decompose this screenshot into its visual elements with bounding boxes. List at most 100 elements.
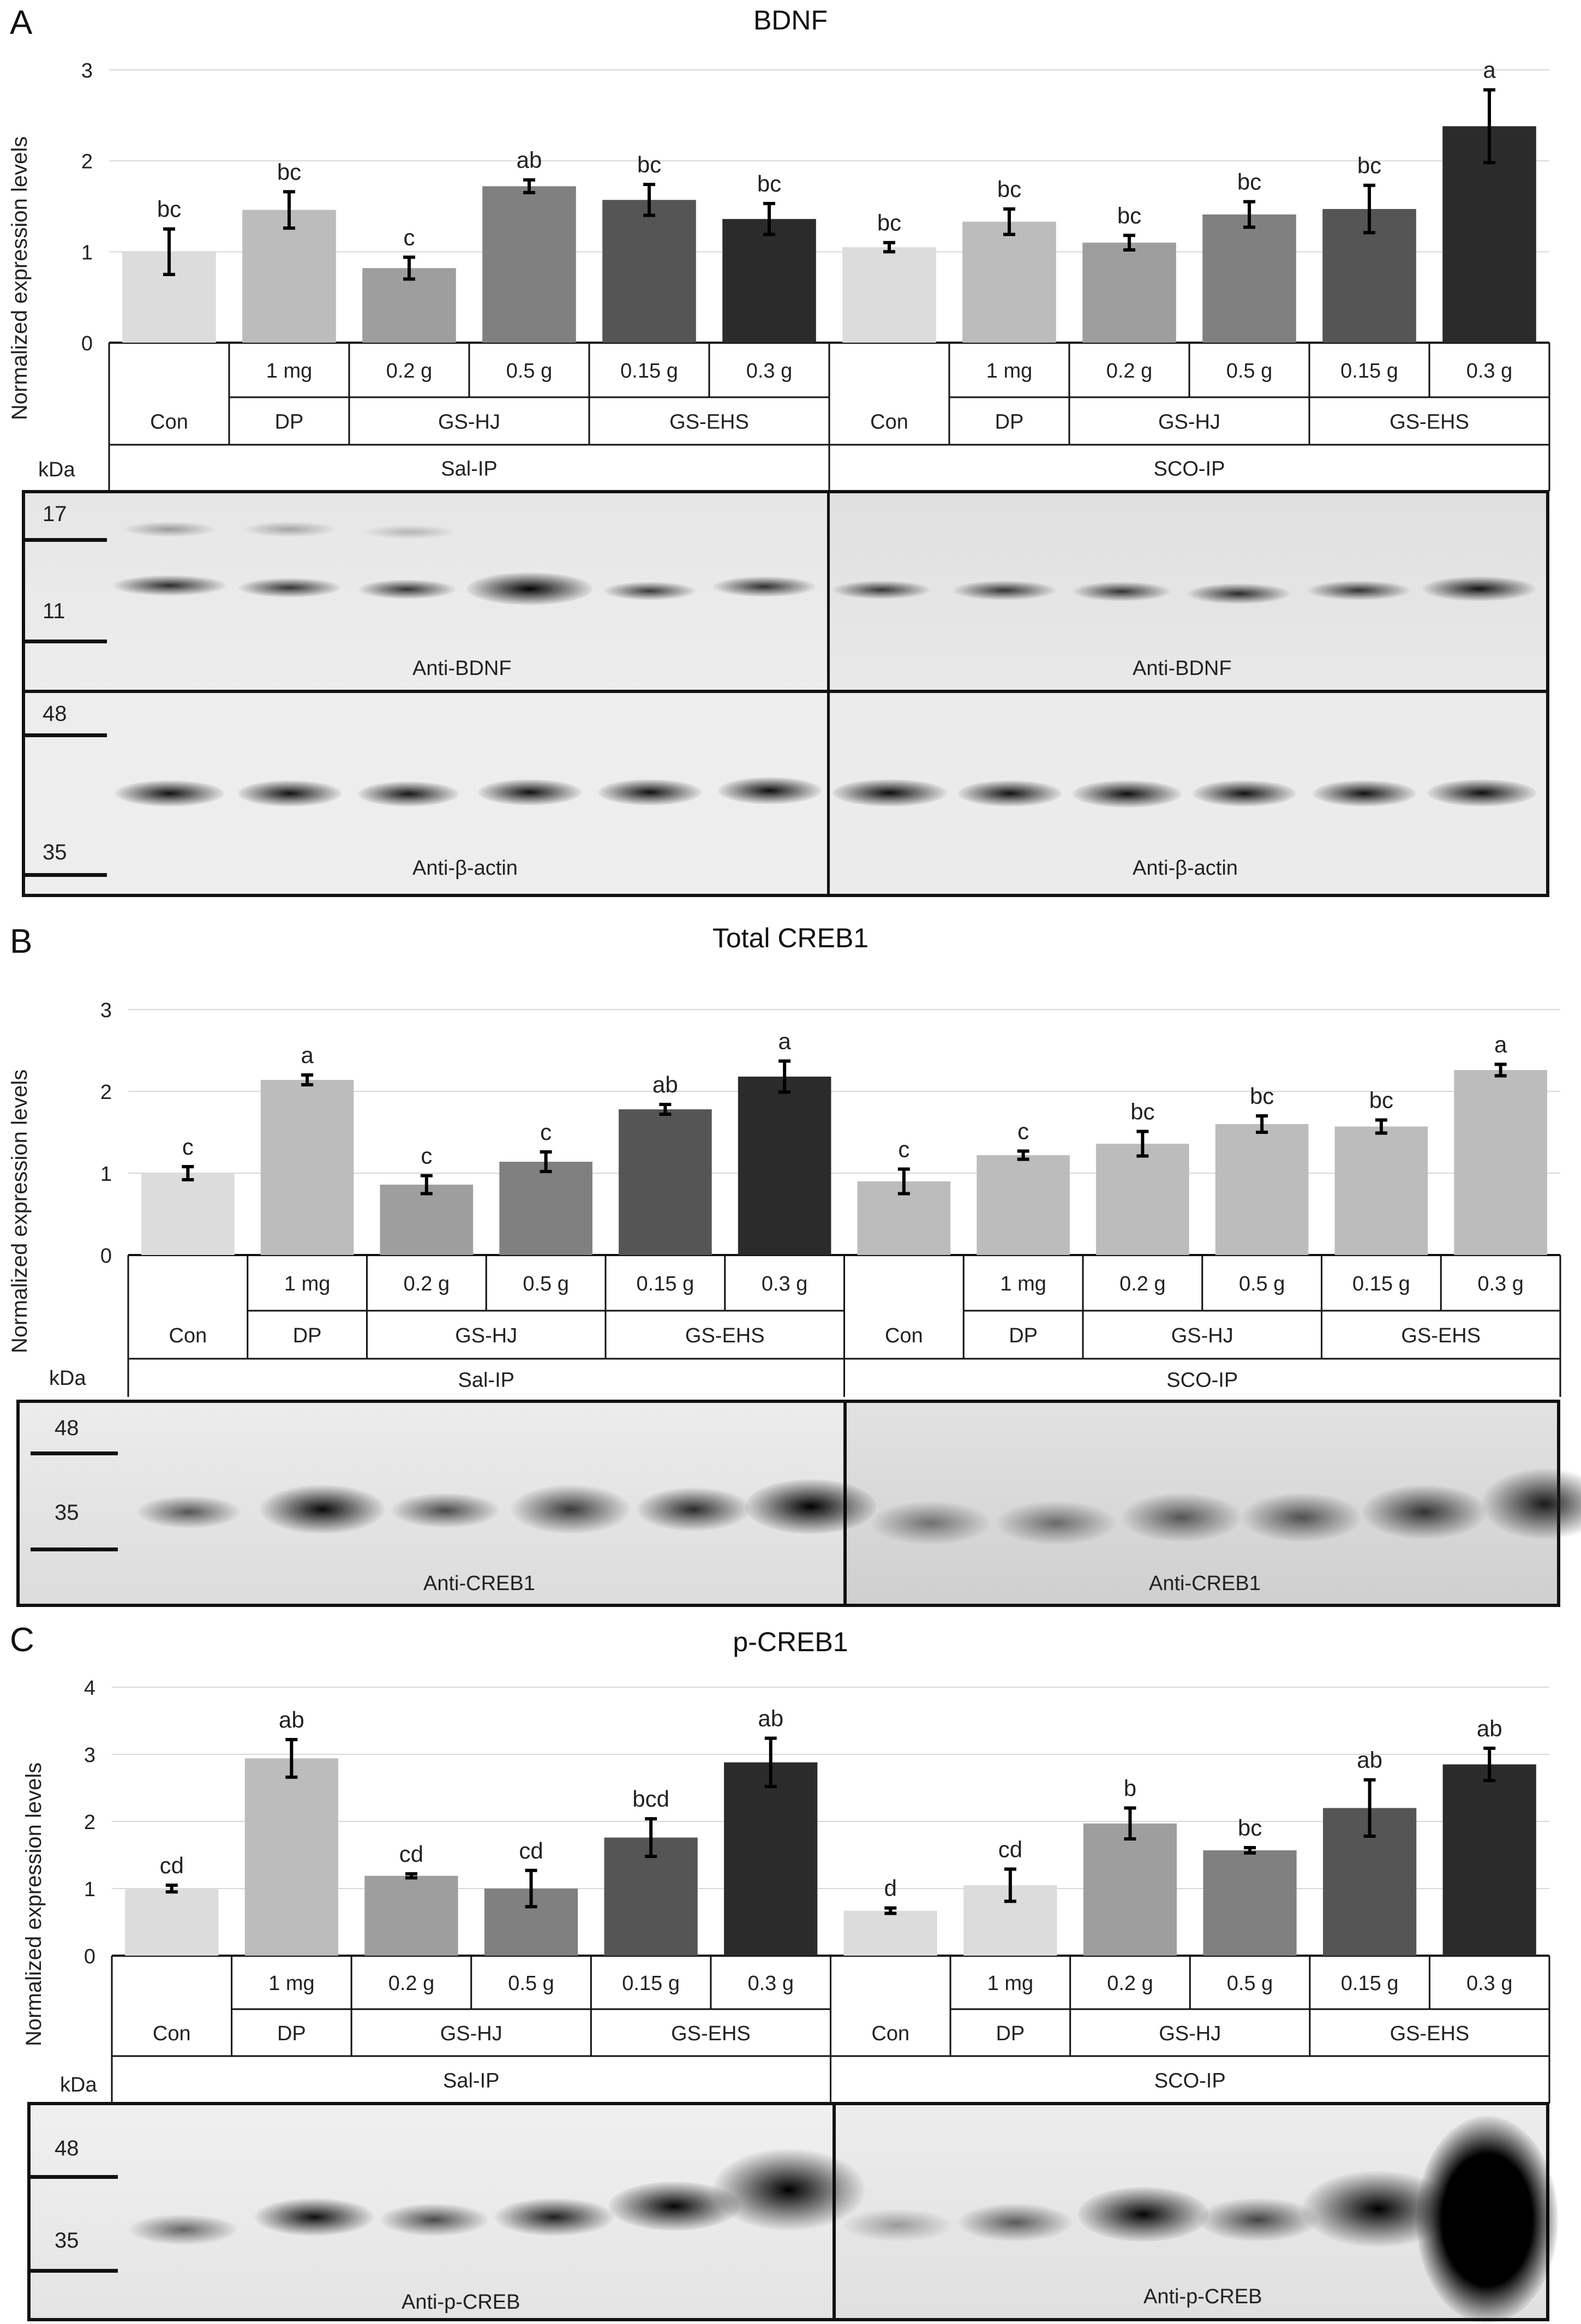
blot-band (1122, 1493, 1242, 1542)
treatment-label: Con (871, 2022, 909, 2045)
treatment-label: GS-EHS (685, 1324, 765, 1347)
significance-letter: cd (399, 1841, 423, 1867)
dose-label: 0.15 g (622, 1972, 680, 1995)
blot-band (358, 579, 456, 599)
significance-letter: d (884, 1875, 897, 1901)
significance-letter: bc (1357, 153, 1381, 178)
blot-band (1193, 780, 1296, 806)
blot-band (603, 582, 696, 600)
kda-marker: 35 (55, 1501, 79, 1525)
kda-label: kDa (38, 458, 75, 481)
kda-label: kDa (49, 1367, 86, 1390)
dose-label: 0.15 g (1352, 1272, 1410, 1295)
significance-letter: cd (519, 1838, 543, 1863)
significance-letter: bc (1237, 169, 1261, 195)
bar (364, 1875, 458, 1956)
kda-marker: 48 (43, 702, 67, 726)
dose-label: 0.15 g (1340, 360, 1398, 383)
significance-letter: bc (877, 210, 901, 236)
bar (1334, 1126, 1428, 1255)
treatment-label: DP (996, 2022, 1025, 2045)
blot-band (712, 2149, 865, 2231)
treatment-label: GS-EHS (1390, 411, 1469, 434)
blot-band (1242, 1493, 1362, 1542)
significance-letter: ab (279, 1707, 304, 1732)
western-blot-p-creb: Anti-p-CREB Anti-p-CREB (27, 2102, 1558, 2323)
significance-letter: c (404, 224, 415, 250)
significance-letter: bcd (632, 1786, 669, 1812)
bar (1442, 1764, 1536, 1956)
panel-c: C p-CREB1 Normalized expression levels 0… (0, 1615, 1581, 2324)
y-tick-label: 2 (81, 151, 93, 174)
treatment-label: Con (870, 411, 908, 434)
blot-band (511, 1485, 631, 1534)
panel-title: BDNF (753, 5, 828, 35)
panel-letter: A (10, 4, 33, 41)
bar (141, 1173, 235, 1255)
blot-band (494, 2198, 614, 2236)
treatment-label: DP (995, 411, 1024, 434)
dose-label: 1 mg (266, 360, 312, 383)
blot-label-left: Anti-BDNF (412, 657, 512, 680)
significance-letter: ab (1477, 1716, 1502, 1741)
panel-letter: B (10, 923, 33, 960)
blot-band (467, 572, 592, 605)
blot-band (478, 779, 582, 805)
blot-band (112, 575, 227, 596)
dose-label: 0.15 g (1341, 1972, 1399, 1995)
bar (380, 1185, 474, 1255)
dose-label: 0.3 g (1477, 1272, 1524, 1295)
blot-band (718, 777, 822, 804)
dose-label: 0.2 g (404, 1272, 450, 1295)
western-blot-beta-actin: Anti-β-actin Anti-β-actin (22, 690, 1549, 897)
dose-label: 0.5 g (506, 360, 553, 383)
dose-label: 1 mg (1000, 1272, 1046, 1295)
blot-band (260, 1485, 385, 1534)
treatment-label: DP (293, 1324, 322, 1347)
y-tick-label: 3 (100, 999, 112, 1022)
dose-label: 0.3 g (1466, 1972, 1513, 1995)
dose-label: 0.5 g (1239, 1272, 1285, 1295)
bar (499, 1162, 592, 1255)
bar (962, 222, 1056, 343)
kda-marker-line (25, 733, 107, 737)
blot-band (1073, 780, 1182, 808)
blot-label-left: Anti-CREB1 (423, 1572, 535, 1595)
kda-marker-line (31, 1451, 118, 1455)
bar (843, 1910, 937, 1956)
blot-band (958, 2203, 1073, 2242)
blot-band (636, 1487, 751, 1531)
significance-letter: bc (1130, 1099, 1154, 1125)
blot-label-right: Anti-p-CREB (1143, 2285, 1262, 2308)
significance-letter: bc (1238, 1815, 1262, 1841)
treatment-label: GS-HJ (438, 411, 500, 434)
blot-band (358, 781, 459, 806)
blot-band (238, 780, 342, 806)
blot-band (1073, 582, 1171, 601)
dose-label: 0.5 g (508, 1972, 554, 1995)
significance-letter: bc (1369, 1088, 1393, 1113)
blot-band (1078, 2187, 1209, 2242)
bar (724, 1762, 818, 1956)
bar (738, 1077, 831, 1255)
blot-band (1307, 581, 1411, 600)
significance-letter: bc (637, 152, 661, 177)
significance-letter: c (1017, 1119, 1029, 1144)
bar (1083, 1823, 1177, 1956)
blot-band (745, 1479, 876, 1534)
blot-label-right: Anti-BDNF (1133, 657, 1232, 680)
dose-label: 0.2 g (1119, 1272, 1166, 1295)
blot-band (1416, 2116, 1558, 2323)
dose-label: 0.3 g (746, 360, 793, 383)
blot-band (254, 2198, 374, 2236)
significance-letter: bc (1117, 202, 1141, 228)
significance-letter: ab (1357, 1747, 1382, 1773)
blot-band (391, 1493, 500, 1528)
significance-letter: c (182, 1134, 194, 1160)
kda-marker: 48 (55, 1416, 79, 1440)
significance-letter: a (1494, 1032, 1507, 1058)
kda-marker-line (25, 873, 107, 877)
significance-letter: cd (160, 1853, 184, 1878)
blot-band (958, 780, 1062, 806)
